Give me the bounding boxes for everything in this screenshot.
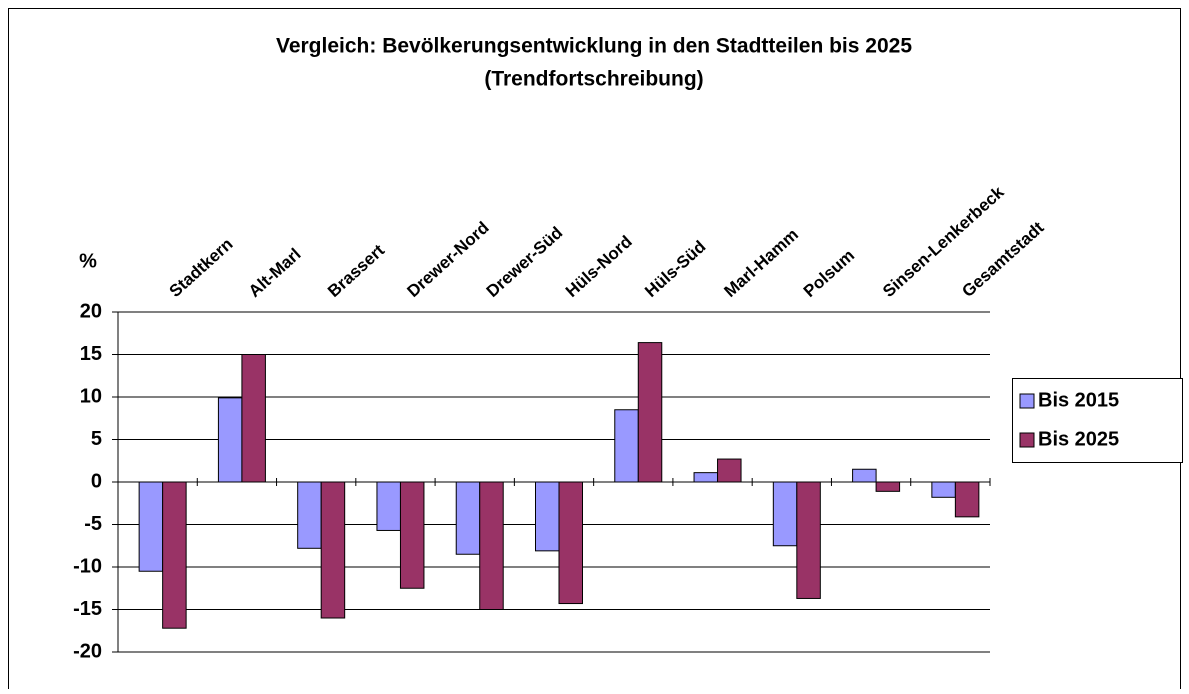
bar	[455, 481, 481, 555]
y-tick-label: 0	[91, 470, 102, 492]
bar	[931, 481, 956, 498]
y-tick-label: -20	[73, 640, 102, 662]
x-tick-label: Drewer-Süd	[483, 223, 567, 301]
chart-border	[8, 8, 1181, 694]
x-tick-label: Gesamtstadt	[958, 218, 1047, 301]
x-tick-label: Stadtkern	[166, 234, 237, 301]
x-tick-label: Marl-Hamm	[721, 225, 803, 301]
x-tick-label: Hüls-Nord	[562, 232, 636, 301]
x-tick-label: Brassert	[324, 240, 388, 301]
bar	[796, 481, 821, 599]
legend-label: Bis 2015	[1038, 389, 1119, 411]
y-tick-label: 5	[91, 428, 102, 450]
chart-title: Vergleich: Bevölkerungsentwicklung in de…	[276, 35, 912, 58]
bar	[241, 354, 266, 483]
bar	[693, 472, 719, 483]
legend-swatch	[1019, 432, 1035, 448]
bar	[717, 458, 742, 483]
bar	[162, 481, 187, 629]
y-tick-label: -5	[84, 513, 102, 535]
bar	[217, 397, 243, 483]
bar	[954, 481, 980, 518]
x-tick-label: Polsum	[800, 246, 858, 301]
bar	[376, 481, 401, 531]
y-axis-label: %	[79, 250, 97, 272]
bar	[479, 481, 504, 610]
legend-box	[1012, 378, 1183, 463]
bar	[297, 481, 322, 549]
bar	[320, 481, 346, 619]
y-tick-label: -10	[73, 555, 102, 577]
bar	[852, 468, 877, 483]
legend-swatch	[1019, 393, 1035, 409]
legend-label: Bis 2025	[1038, 428, 1119, 450]
bar	[138, 481, 164, 572]
y-tick-label: 20	[80, 300, 102, 322]
chart-subtitle: (Trendfortschreibung)	[484, 68, 703, 91]
bar	[772, 481, 798, 547]
bar	[399, 481, 425, 589]
bar	[875, 481, 901, 492]
y-tick-label: 15	[80, 343, 102, 365]
y-tick-label: 10	[80, 385, 102, 407]
bar	[535, 481, 560, 552]
bar	[558, 481, 583, 605]
bar	[614, 409, 639, 483]
x-tick-label: Hüls-Süd	[641, 237, 709, 301]
bar	[637, 342, 663, 483]
x-tick-label: Drewer-Nord	[403, 218, 492, 301]
x-tick-label: Alt-Marl	[245, 245, 305, 301]
y-tick-label: -15	[73, 598, 102, 620]
